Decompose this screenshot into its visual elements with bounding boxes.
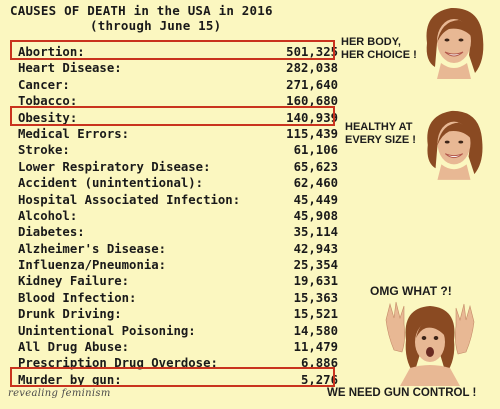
cause-label: Accident (unintentional):	[18, 176, 204, 191]
table-row: Prescription Drug Overdose: 6,886	[18, 355, 338, 371]
cause-label: Diabetes:	[18, 225, 85, 240]
caption-gun-control: WE NEED GUN CONTROL !	[327, 387, 477, 399]
highlight-box-obesity	[10, 106, 335, 126]
cause-label: Kidney Failure:	[18, 274, 130, 289]
death-count: 282,038	[286, 61, 338, 76]
woman-shocked-photo	[385, 301, 475, 386]
death-count: 140,939	[286, 110, 338, 125]
death-count: 15,363	[293, 290, 338, 305]
table-row: Kidney Failure: 19,631	[18, 273, 338, 289]
table-row: Murder by gun: 5,276	[18, 372, 338, 388]
death-count: 45,449	[293, 192, 338, 207]
death-count: 6,886	[300, 356, 338, 371]
cause-label: Murder by gun:	[18, 372, 122, 387]
death-count: 25,354	[293, 258, 338, 273]
page-title: CAUSES OF DEATH in the USA in 2016 (thro…	[10, 3, 330, 33]
cause-label: All Drug Abuse:	[18, 340, 130, 355]
cause-label: Unintentional Poisoning:	[18, 323, 196, 338]
title-line1: CAUSES OF DEATH in the USA in 2016	[10, 3, 273, 18]
table-row: Unintentional Poisoning: 14,580	[18, 323, 338, 339]
death-count: 15,521	[293, 307, 338, 322]
cause-label: Stroke:	[18, 143, 70, 158]
death-count: 62,460	[293, 176, 338, 191]
table-row: Blood Infection: 15,363	[18, 290, 338, 306]
table-row: Obesity: 140,939	[18, 110, 338, 126]
caption-obesity-line1: HEALTHY AT	[345, 121, 413, 133]
cause-label: Heart Disease:	[18, 61, 122, 76]
highlight-box-abortion	[10, 40, 335, 60]
table-row: Drunk Driving: 15,521	[18, 306, 338, 322]
cause-label: Hospital Associated Infection:	[18, 192, 241, 207]
highlight-box-murder-by-gun	[10, 367, 335, 387]
cause-label: Lower Respiratory Disease:	[18, 159, 211, 174]
woman-smiling-photo-2	[427, 110, 483, 180]
cause-label: Alzheimer's Disease:	[18, 241, 167, 256]
woman-smiling-photo-1	[426, 7, 484, 79]
caption-obesity-line2: EVERY SIZE !	[345, 134, 416, 146]
caption-abortion-line2: HER CHOICE !	[341, 49, 417, 61]
cause-label: Abortion:	[18, 45, 85, 59]
cause-label: Medical Errors:	[18, 126, 130, 141]
table-row: Alzheimer's Disease: 42,943	[18, 241, 338, 257]
table-row: Cancer: 271,640	[18, 77, 338, 93]
death-count: 35,114	[293, 225, 338, 240]
cause-label: Obesity:	[18, 110, 78, 125]
death-count: 271,640	[286, 77, 338, 92]
death-count: 19,631	[293, 274, 338, 289]
watermark: revealing feminism	[8, 388, 111, 399]
table-row: Abortion: 501,325	[18, 44, 338, 60]
cause-label: Drunk Driving:	[18, 307, 122, 322]
cause-label: Blood Infection:	[18, 290, 137, 305]
table-row: Stroke: 61,106	[18, 142, 338, 158]
death-count: 115,439	[286, 126, 338, 141]
death-count: 14,580	[293, 323, 338, 338]
table-row: Accident (unintentional): 62,460	[18, 175, 338, 191]
table-row: Alcohol: 45,908	[18, 208, 338, 224]
cause-label: Influenza/Pneumonia:	[18, 258, 167, 273]
death-count: 11,479	[293, 340, 338, 355]
causes-of-death-table: Abortion: 501,325 Heart Disease: 282,038 Can…	[18, 44, 338, 388]
death-count: 42,943	[293, 241, 338, 256]
cause-label: Tobacco:	[18, 94, 78, 109]
title-line2: (through June 15)	[90, 18, 222, 33]
death-count: 61,106	[293, 143, 338, 158]
table-row: Tobacco: 160,680	[18, 93, 338, 109]
table-row: Lower Respiratory Disease: 65,623	[18, 159, 338, 175]
caption-abortion: HER BODY, HER CHOICE !	[341, 36, 417, 62]
cause-label: Prescription Drug Overdose:	[18, 356, 218, 371]
death-count: 501,325	[286, 45, 338, 59]
death-count: 160,680	[286, 94, 338, 109]
caption-omg: OMG WHAT ?!	[370, 284, 452, 298]
cause-label: Alcohol:	[18, 208, 78, 223]
table-row: Medical Errors: 115,439	[18, 126, 338, 142]
cause-label: Cancer:	[18, 77, 70, 92]
table-row: All Drug Abuse: 11,479	[18, 339, 338, 355]
table-row: Influenza/Pneumonia: 25,354	[18, 257, 338, 273]
death-count: 65,623	[293, 159, 338, 174]
caption-obesity: HEALTHY AT EVERY SIZE !	[345, 121, 416, 147]
table-row: Diabetes: 35,114	[18, 224, 338, 240]
table-row: Heart Disease: 282,038	[18, 60, 338, 76]
caption-abortion-line1: HER BODY,	[341, 36, 401, 48]
death-count: 45,908	[293, 208, 338, 223]
death-count: 5,276	[300, 372, 338, 387]
table-row: Hospital Associated Infection: 45,449	[18, 192, 338, 208]
